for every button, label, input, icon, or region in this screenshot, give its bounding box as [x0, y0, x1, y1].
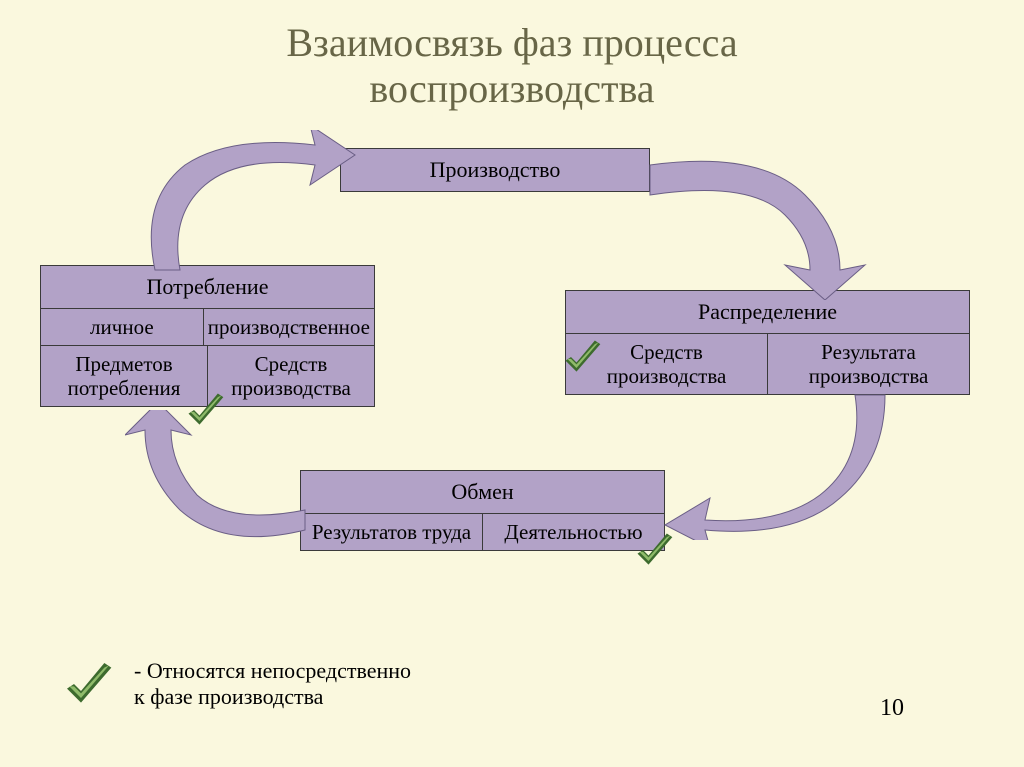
box-consumption: Потребление личное производственное Пред… [40, 265, 375, 407]
arrow-production-to-distribution [640, 140, 870, 300]
box-exchange-cell-0: Результатов труда [301, 514, 483, 550]
title-line2: воспроизводства [369, 66, 654, 111]
check-icon [560, 335, 604, 379]
check-icon [60, 656, 116, 712]
arrow-consumption-to-production [130, 130, 360, 275]
page-number: 10 [880, 695, 904, 722]
check-icon [183, 388, 227, 432]
legend-text: - Относятся непосредственнок фазе произв… [134, 658, 411, 711]
slide-title: Взаимосвязь фаз процесса воспроизводства [0, 0, 1024, 112]
box-distribution-cell-1: Результата производства [768, 334, 969, 394]
box-production-header: Производство [341, 149, 649, 191]
legend: - Относятся непосредственнок фазе произв… [60, 656, 411, 712]
box-exchange: Обмен Результатов труда Деятельностью [300, 470, 665, 551]
box-consumption-row2-cell-1: Средств производства [208, 345, 374, 406]
box-exchange-header: Обмен [301, 471, 664, 514]
arrow-exchange-to-consumption [125, 410, 325, 560]
arrow-distribution-to-exchange [660, 390, 890, 540]
box-consumption-row1-cell-0: личное [41, 309, 204, 345]
box-production: Производство [340, 148, 650, 192]
diagram-canvas: Производство Распределение Средств произ… [0, 130, 1024, 650]
check-icon [632, 528, 676, 572]
box-consumption-row1-cell-1: производственное [204, 309, 374, 345]
title-line1: Взаимосвязь фаз процесса [286, 20, 737, 65]
box-distribution: Распределение Средств производства Резул… [565, 290, 970, 395]
